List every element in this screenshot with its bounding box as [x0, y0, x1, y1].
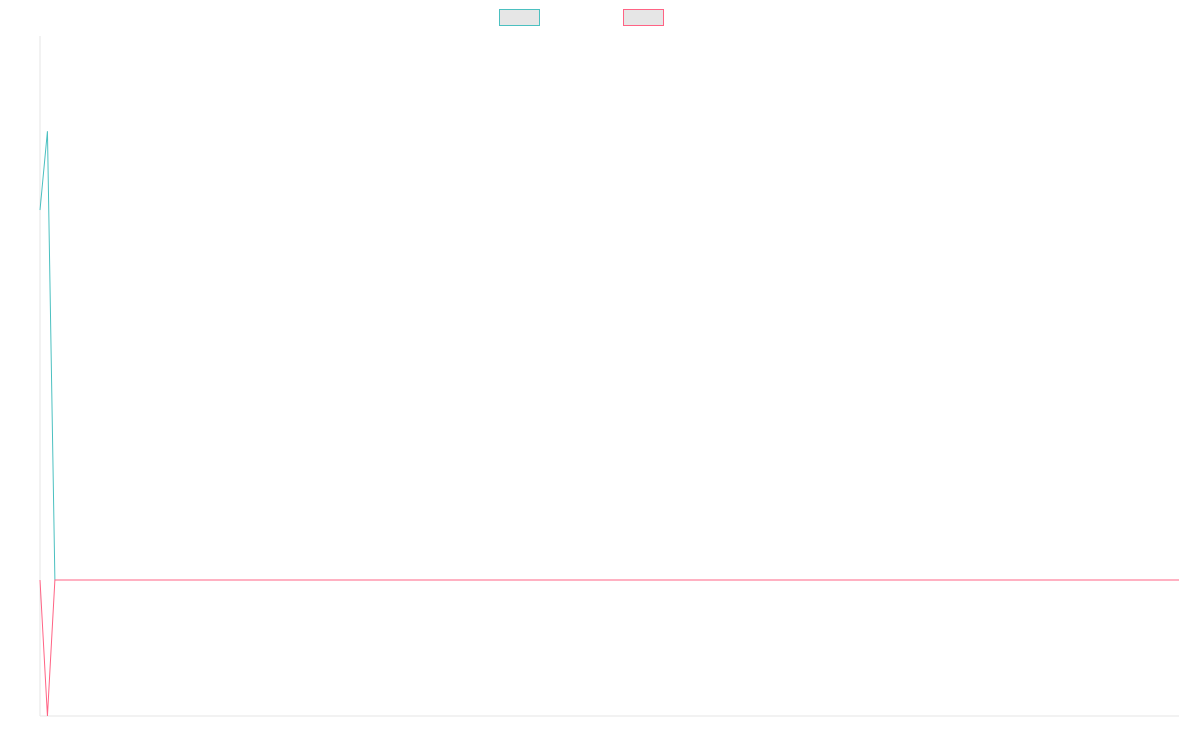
- legend-item-1[interactable]: [499, 9, 540, 26]
- chart-series: [39, 131, 1179, 717]
- legend-item-2[interactable]: [623, 9, 664, 26]
- series-line-1: [39, 131, 1179, 581]
- legend-swatch: [499, 9, 540, 26]
- chart-axes: [39, 36, 1179, 717]
- legend-swatch: [623, 9, 664, 26]
- series-line-2: [39, 579, 1179, 717]
- chart-legend: [499, 9, 664, 26]
